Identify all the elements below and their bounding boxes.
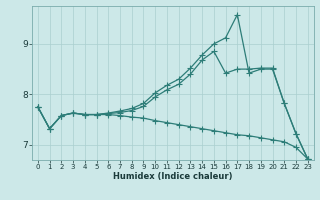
X-axis label: Humidex (Indice chaleur): Humidex (Indice chaleur) [113,172,233,181]
